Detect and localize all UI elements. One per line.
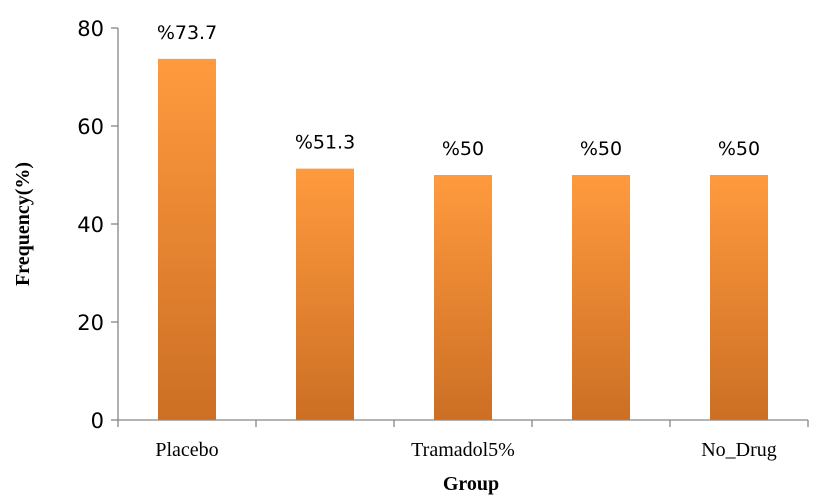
bar <box>158 58 216 421</box>
data-labels: %73.7 %51.3 %50 %50 %50 <box>157 22 760 160</box>
data-label: %50 <box>718 138 760 160</box>
y-axis-ticks: 0 20 40 60 80 <box>77 17 118 433</box>
x-axis-title: Group <box>443 473 499 495</box>
data-label: %51.3 <box>295 132 355 154</box>
y-axis-title: Frequency(%) <box>12 162 34 286</box>
x-axis-ticks: Placebo Tramadol5% No_Drug <box>117 420 809 461</box>
data-label: %50 <box>442 138 484 160</box>
category-label: Tramadol5% <box>411 439 515 461</box>
bars <box>158 58 768 421</box>
category-label: No_Drug <box>701 439 777 461</box>
y-tick-label: 60 <box>77 115 104 139</box>
bar <box>572 175 630 420</box>
y-tick-label: 80 <box>77 17 104 41</box>
y-tick-label: 0 <box>91 409 104 433</box>
bar <box>710 175 768 420</box>
y-tick-label: 20 <box>77 311 104 335</box>
data-label: %73.7 <box>157 22 217 44</box>
bar <box>434 175 492 420</box>
bar <box>296 168 354 420</box>
data-label: %50 <box>580 138 622 160</box>
category-label: Placebo <box>155 439 218 461</box>
y-tick-label: 40 <box>77 213 104 237</box>
